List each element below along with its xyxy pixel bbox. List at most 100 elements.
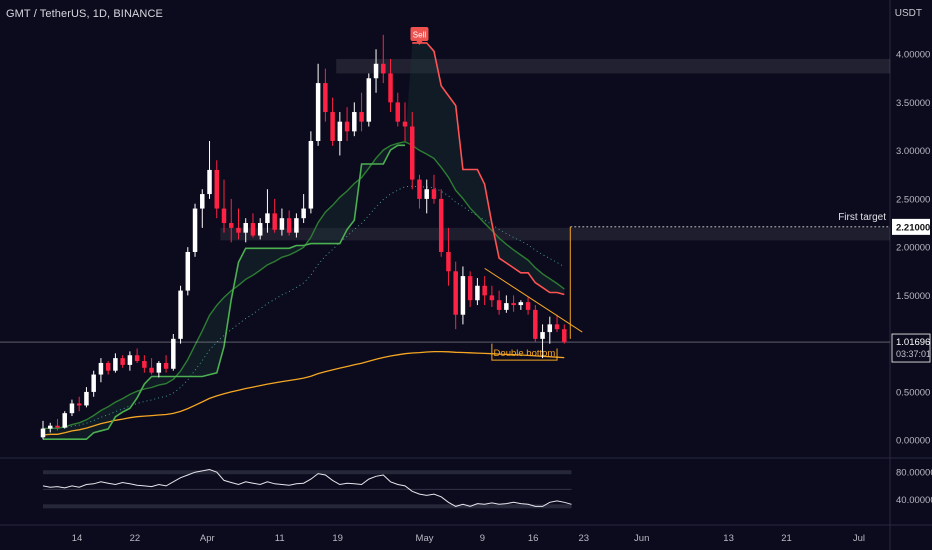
x-tick-label: 16	[528, 533, 539, 544]
candle	[265, 213, 270, 224]
candle	[366, 78, 372, 122]
candle	[105, 362, 111, 371]
ma-dotted-line	[42, 185, 565, 429]
candle	[475, 285, 480, 301]
candle	[388, 73, 393, 103]
candle	[228, 223, 234, 228]
candle	[496, 300, 502, 310]
candle	[359, 112, 364, 122]
candle	[453, 271, 458, 315]
candle	[156, 362, 162, 373]
candle	[533, 309, 538, 339]
x-tick-label: May	[416, 533, 434, 544]
candle	[438, 198, 444, 252]
candle	[540, 332, 545, 339]
candle	[301, 208, 306, 219]
supertrend-bull-line	[43, 144, 405, 440]
sell-signal-label: Sell	[413, 31, 427, 40]
current-price-label: 1.01696	[896, 337, 930, 348]
target-price-badge	[892, 218, 930, 235]
candle	[221, 208, 227, 224]
candle	[417, 179, 422, 199]
candle	[337, 121, 343, 141]
supply-zone	[336, 58, 891, 74]
candle	[236, 227, 241, 233]
candle	[431, 189, 437, 199]
target-price-badge-label: 2.21000	[896, 222, 930, 233]
candle	[279, 218, 285, 230]
y-tick-label: 3.50000	[896, 98, 930, 109]
candle	[323, 83, 328, 113]
candle	[525, 302, 531, 310]
candle	[373, 63, 379, 79]
candle	[149, 367, 154, 373]
supertrend-bear-line	[412, 42, 565, 296]
candle	[192, 208, 198, 252]
candle	[76, 403, 82, 406]
x-tick-label: Apr	[200, 533, 215, 544]
candle	[446, 251, 451, 272]
x-tick-label: 9	[480, 533, 485, 544]
candle	[120, 358, 125, 365]
candle	[409, 126, 415, 180]
y-tick-label: 0.50000	[896, 387, 930, 398]
candle	[315, 83, 321, 141]
osc-y-tick-label: 40.00000	[896, 495, 932, 506]
x-tick-label: 14	[72, 533, 83, 544]
x-tick-label: 11	[275, 533, 285, 544]
current-price-badge	[891, 333, 931, 363]
candle	[482, 285, 487, 296]
candle	[330, 112, 335, 141]
candle	[243, 223, 248, 233]
candle	[511, 303, 516, 306]
descending-trendline	[484, 267, 583, 333]
osc-y-tick-label: 80.00000	[896, 468, 932, 479]
x-tick-label: 22	[130, 533, 141, 544]
y-tick-label: 2.50000	[896, 194, 930, 205]
candle	[308, 140, 314, 209]
osc-upper-band	[43, 470, 572, 475]
candle	[178, 290, 183, 339]
candle	[294, 218, 299, 233]
y-tick-label: 4.00000	[896, 50, 930, 61]
double-bottom-label: Double bottom	[494, 348, 556, 359]
candle	[286, 218, 292, 233]
candle	[84, 391, 89, 406]
currency-label: USDT	[894, 8, 922, 19]
candle	[47, 425, 53, 429]
candle	[381, 63, 386, 74]
trend-fill	[43, 42, 565, 440]
double-bottom-bracket	[491, 343, 558, 361]
candle	[200, 194, 205, 209]
candle	[272, 213, 277, 230]
x-tick-label: 19	[332, 533, 343, 544]
osc-lower-band	[43, 504, 572, 509]
candle	[402, 121, 408, 127]
candle	[171, 338, 176, 369]
candle	[489, 295, 495, 301]
candle	[91, 374, 96, 392]
candle	[69, 403, 75, 414]
candle	[467, 276, 473, 301]
oscillator-line	[42, 468, 572, 507]
candle	[98, 362, 104, 375]
sell-signal-badge	[410, 27, 429, 41]
y-tick-label: 2.00000	[896, 243, 930, 254]
bar-countdown-label: 03:37:01	[896, 349, 931, 359]
candle	[460, 276, 466, 315]
candle	[207, 169, 212, 195]
candle	[40, 428, 46, 438]
x-tick-label: Jul	[853, 533, 865, 544]
candle	[352, 112, 357, 132]
candle	[214, 169, 220, 209]
target-label: First target	[838, 212, 886, 223]
x-tick-label: Jun	[634, 533, 649, 544]
candle	[257, 223, 263, 236]
ma-slow-line	[42, 350, 565, 436]
resistance-zone	[220, 227, 891, 241]
candle	[250, 223, 256, 236]
candle	[395, 102, 401, 122]
candle	[554, 324, 560, 330]
candle	[518, 302, 524, 306]
